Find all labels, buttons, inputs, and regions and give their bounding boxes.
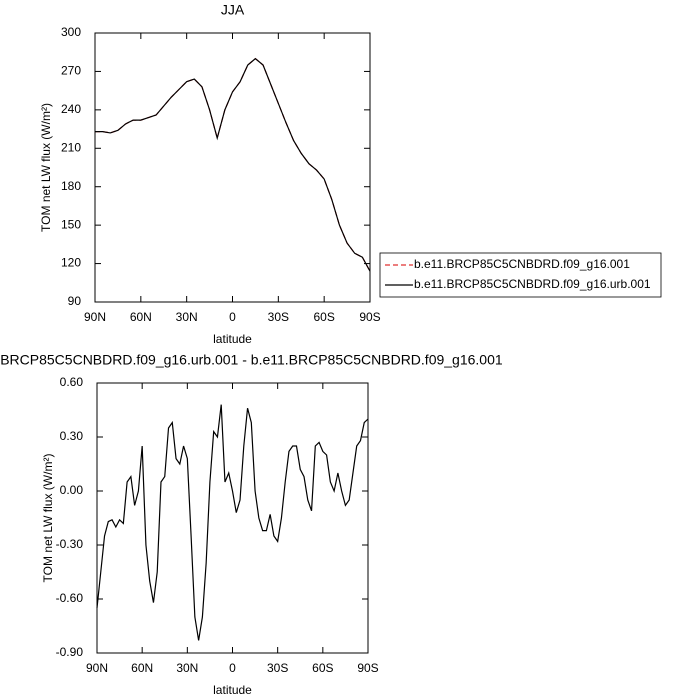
legend-label: b.e11.BRCP85C5CNBDRD.f09_g16.urb.001 <box>414 277 651 291</box>
x-tick-label: 0 <box>229 310 236 324</box>
y-tick-label: 150 <box>61 217 81 231</box>
y-axis-label: TOM net LW flux (W/m²) <box>41 454 55 583</box>
legend-label: b.e11.BRCP85C5CNBDRD.f09_g16.001 <box>414 257 630 271</box>
data-line <box>95 57 371 272</box>
x-tick-label: 90S <box>357 661 378 675</box>
x-tick-label: 30N <box>176 661 198 675</box>
y-tick-label: 90 <box>68 294 82 308</box>
y-tick-label: -0.60 <box>56 591 84 605</box>
y-tick-label: 270 <box>61 64 81 78</box>
y-tick-label: 210 <box>61 140 81 154</box>
data-line <box>96 404 369 641</box>
y-axis-label: TOM net LW flux (W/m²) <box>39 103 53 232</box>
x-tick-label: 0 <box>229 661 236 675</box>
x-axis-label: latitude <box>213 332 252 346</box>
chart-title: JJA <box>221 2 245 18</box>
y-tick-label: 0.60 <box>60 375 84 389</box>
x-tick-label: 60N <box>130 310 152 324</box>
x-tick-label: 90N <box>86 661 108 675</box>
x-tick-label: 60N <box>131 661 153 675</box>
y-tick-label: -0.90 <box>56 645 84 659</box>
y-tick-label: 240 <box>61 102 81 116</box>
y-tick-label: 0.00 <box>60 483 84 497</box>
plot-frame <box>94 32 371 303</box>
x-tick-label: 30N <box>176 310 198 324</box>
chart-title: b.e11.BRCP85C5CNBDRD.f09_g16.urb.001 - b… <box>0 352 503 368</box>
x-tick-label: 60S <box>312 661 333 675</box>
x-axis-label: latitude <box>213 683 252 697</box>
y-tick-label: 0.30 <box>60 429 84 443</box>
y-tick-label: -0.30 <box>56 537 84 551</box>
x-tick-label: 60S <box>313 310 334 324</box>
data-line <box>95 57 371 272</box>
x-tick-label: 30S <box>267 661 288 675</box>
x-tick-label: 90S <box>359 310 380 324</box>
legend-box <box>379 252 662 298</box>
y-tick-label: 120 <box>61 256 81 270</box>
x-tick-label: 30S <box>268 310 289 324</box>
y-tick-label: 180 <box>61 179 81 193</box>
x-tick-label: 90N <box>84 310 106 324</box>
plot-frame <box>96 382 369 654</box>
y-tick-label: 300 <box>61 25 81 39</box>
